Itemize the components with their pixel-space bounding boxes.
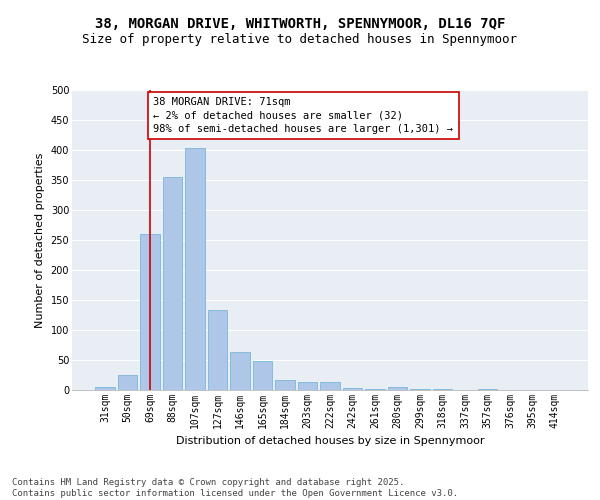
Bar: [185, 148, 205, 390]
Y-axis label: Number of detached properties: Number of detached properties: [35, 152, 45, 328]
Bar: [163, 177, 182, 390]
Bar: [320, 382, 340, 390]
Bar: [343, 388, 362, 390]
X-axis label: Distribution of detached houses by size in Spennymoor: Distribution of detached houses by size …: [176, 436, 484, 446]
Bar: [95, 387, 115, 390]
Bar: [253, 361, 272, 390]
Text: 38 MORGAN DRIVE: 71sqm
← 2% of detached houses are smaller (32)
98% of semi-deta: 38 MORGAN DRIVE: 71sqm ← 2% of detached …: [154, 97, 454, 134]
Text: 38, MORGAN DRIVE, WHITWORTH, SPENNYMOOR, DL16 7QF: 38, MORGAN DRIVE, WHITWORTH, SPENNYMOOR,…: [95, 18, 505, 32]
Bar: [118, 375, 137, 390]
Bar: [298, 382, 317, 390]
Text: Size of property relative to detached houses in Spennymoor: Size of property relative to detached ho…: [83, 32, 517, 46]
Bar: [140, 234, 160, 390]
Bar: [275, 380, 295, 390]
Bar: [208, 310, 227, 390]
Bar: [230, 352, 250, 390]
Text: Contains HM Land Registry data © Crown copyright and database right 2025.
Contai: Contains HM Land Registry data © Crown c…: [12, 478, 458, 498]
Bar: [388, 387, 407, 390]
